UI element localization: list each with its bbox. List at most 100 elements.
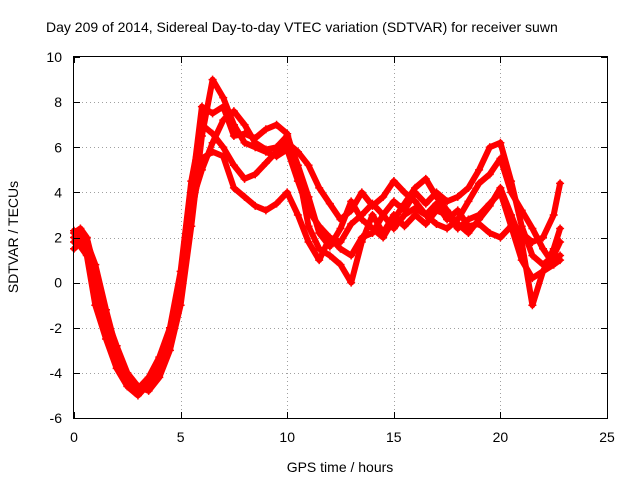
data-point bbox=[208, 75, 217, 84]
data-point bbox=[464, 183, 473, 192]
data-point bbox=[187, 199, 196, 208]
data-point bbox=[485, 170, 494, 179]
data-point bbox=[411, 183, 420, 192]
data-point bbox=[421, 219, 430, 228]
data-point bbox=[187, 177, 196, 186]
data-point bbox=[400, 188, 409, 197]
x-tick-labels: 0 5 10 15 20 25 bbox=[70, 429, 615, 445]
x-tick-label: 10 bbox=[279, 429, 295, 445]
y-tick-label: 0 bbox=[54, 275, 62, 291]
data-point bbox=[421, 199, 430, 208]
data-point bbox=[379, 233, 388, 242]
x-tick-label: 15 bbox=[386, 429, 402, 445]
data-point bbox=[208, 109, 217, 118]
data-point bbox=[443, 224, 452, 233]
data-point bbox=[325, 199, 334, 208]
data-point bbox=[197, 102, 206, 111]
data-point bbox=[443, 206, 452, 215]
data-point bbox=[261, 159, 270, 168]
data-point bbox=[507, 188, 516, 197]
data-point bbox=[208, 138, 217, 147]
data-point bbox=[240, 174, 249, 183]
y-tick-label: 8 bbox=[54, 94, 62, 110]
y-tick-label: 10 bbox=[46, 49, 62, 65]
series-track-5-markers bbox=[70, 107, 565, 395]
data-point bbox=[240, 192, 249, 201]
data-point bbox=[464, 228, 473, 237]
x-tick-label: 0 bbox=[70, 429, 78, 445]
data-point bbox=[240, 120, 249, 129]
data-point bbox=[272, 120, 281, 129]
data-point bbox=[453, 192, 462, 201]
data-point bbox=[304, 238, 313, 247]
data-point bbox=[315, 228, 324, 237]
data-point bbox=[197, 120, 206, 129]
data-point bbox=[485, 201, 494, 210]
data-point bbox=[368, 210, 377, 219]
data-point bbox=[528, 238, 537, 247]
data-point bbox=[76, 224, 85, 233]
data-point bbox=[261, 125, 270, 134]
data-point bbox=[539, 267, 548, 276]
data-point bbox=[475, 215, 484, 224]
data-point bbox=[496, 183, 505, 192]
data-point bbox=[293, 161, 302, 170]
data-point bbox=[528, 251, 537, 260]
data-point bbox=[485, 143, 494, 152]
data-point bbox=[144, 375, 153, 384]
data-point bbox=[496, 154, 505, 163]
data-point bbox=[304, 192, 313, 201]
data-point bbox=[283, 188, 292, 197]
y-tick-label: 4 bbox=[54, 184, 62, 200]
y-tick-label: -2 bbox=[50, 320, 63, 336]
y-tick-label: 6 bbox=[54, 139, 62, 155]
series-track-3-band bbox=[71, 148, 564, 399]
data-point bbox=[539, 244, 548, 253]
data-point bbox=[357, 188, 366, 197]
data-point bbox=[219, 116, 228, 125]
data-point bbox=[219, 143, 228, 152]
data-point bbox=[315, 183, 324, 192]
data-point bbox=[347, 251, 356, 260]
data-point bbox=[421, 210, 430, 219]
data-point bbox=[556, 251, 565, 260]
data-point bbox=[336, 260, 345, 269]
data-point bbox=[528, 224, 537, 233]
x-tick-label: 25 bbox=[599, 429, 615, 445]
data-point bbox=[357, 215, 366, 224]
data-point bbox=[229, 183, 238, 192]
data-point bbox=[272, 199, 281, 208]
data-point bbox=[507, 210, 516, 219]
data-point bbox=[251, 170, 260, 179]
data-point bbox=[389, 197, 398, 206]
data-point bbox=[389, 177, 398, 186]
data-point bbox=[517, 206, 526, 215]
data-point bbox=[91, 271, 100, 280]
data-point bbox=[528, 301, 537, 310]
data-point bbox=[251, 201, 260, 210]
x-tick-label: 20 bbox=[493, 429, 509, 445]
data-point bbox=[379, 192, 388, 201]
data-point bbox=[325, 251, 334, 260]
data-point bbox=[411, 210, 420, 219]
data-point bbox=[453, 219, 462, 228]
y-tick-labels: -6 -4 -2 0 2 4 6 8 10 bbox=[46, 49, 62, 426]
y-tick-label: 2 bbox=[54, 230, 62, 246]
data-point bbox=[443, 215, 452, 224]
series-track-1-band bbox=[71, 76, 564, 394]
data-point bbox=[475, 165, 484, 174]
data-point bbox=[517, 222, 526, 231]
y-tick-label: -4 bbox=[50, 365, 63, 381]
data-point bbox=[261, 206, 270, 215]
data-point bbox=[368, 224, 377, 233]
data-point bbox=[197, 165, 206, 174]
data-point bbox=[379, 210, 388, 219]
data-point bbox=[76, 233, 85, 242]
data-point bbox=[556, 224, 565, 233]
data-point bbox=[389, 215, 398, 224]
data-point bbox=[304, 222, 313, 231]
y-tick-label: -6 bbox=[50, 410, 63, 426]
data-point bbox=[485, 228, 494, 237]
data-point bbox=[347, 219, 356, 228]
data-point bbox=[165, 328, 174, 337]
